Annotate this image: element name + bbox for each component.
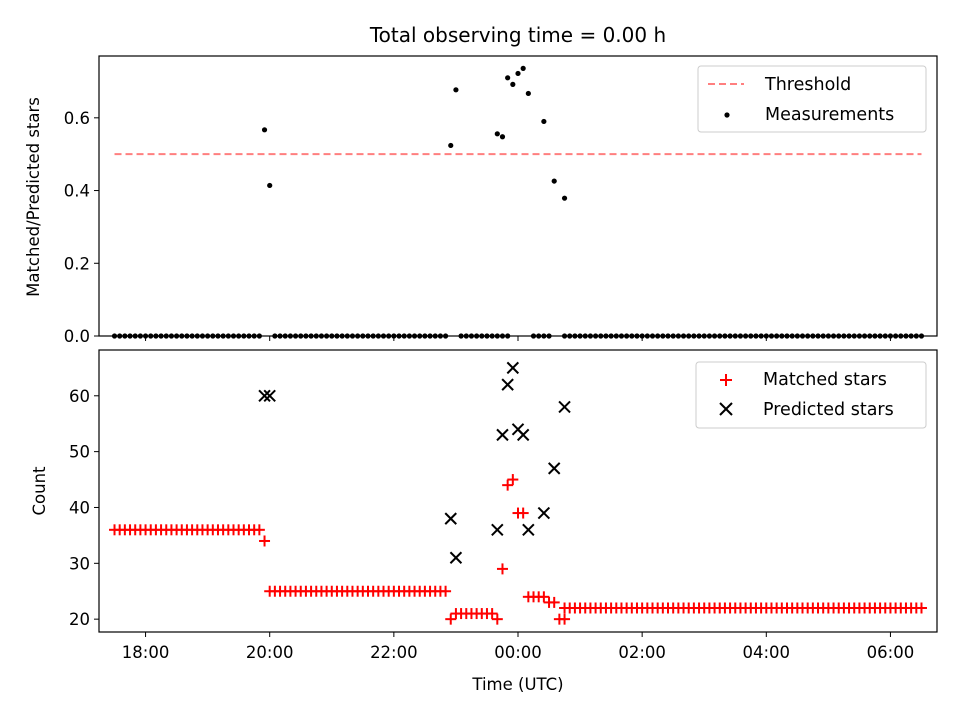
bottom-panel: 20 30 40 50 60 18:00 20:00 22:00 00:00 02:00 04:0… [30,349,938,694]
top-legend-box [697,65,927,133]
matched-star-point [445,613,457,625]
bottom-legend: Matched stars Predicted stars [695,361,927,429]
measurement-point [499,134,506,140]
predicted-star-point [263,389,276,402]
measurement-point [505,75,511,81]
measurement-point [510,81,516,87]
x-tick-label: 04:00 [743,643,791,662]
top-y-tick-label: 0.0 [64,327,90,346]
measurement-point [453,87,459,93]
x-tick-label: 00:00 [494,643,542,662]
top-y-axis: 0.0 0.2 0.4 0.6 [64,109,99,346]
matched-star-point [253,524,265,536]
predicted-star-point [444,512,457,525]
matched-star-point [491,613,503,625]
measurement-point [541,118,547,125]
top-legend: Threshold Measurements [697,65,927,133]
bottom-marks [109,361,927,625]
matched-legend-label: Matched stars [763,370,887,390]
bottom-y-tick-label: 30 [69,554,90,573]
predicted-legend-label: Predicted stars [763,400,894,420]
matched-star-point [507,474,519,486]
top-x-ticks [145,336,891,341]
bottom-y-axis-label: Count [30,466,49,516]
bottom-y-axis: 20 30 40 50 60 [69,387,99,629]
predicted-star-point [516,428,530,442]
x-tick-label: 06:00 [867,643,915,662]
matched-star-point [259,535,271,547]
measurement-point [525,90,531,97]
matched-star-point [522,591,534,603]
x-axis-label: Time (UTC) [471,675,563,694]
top-y-tick-label: 0.6 [64,109,90,128]
measurement-point [448,142,454,149]
bottom-y-tick-label: 60 [69,387,90,406]
predicted-star-point [548,462,561,475]
measurement-point [267,182,273,189]
matched-star-point [915,602,927,614]
bottom-legend-box [695,361,927,429]
top-y-tick-label: 0.2 [64,254,90,273]
matched-star-point [548,596,560,608]
matched-star-point [440,585,452,597]
predicted-star-point [537,506,551,520]
measurement-point [561,195,568,201]
x-tick-label: 18:00 [122,643,170,662]
top-y-tick-label: 0.4 [64,182,90,201]
predicted-star-point [501,378,514,391]
measurement-point [515,70,521,77]
x-tick-label: 20:00 [246,643,294,662]
measurements-legend-swatch [724,112,730,118]
matched-star-point [486,608,498,620]
top-y-axis-label: Matched/Predicted stars [24,97,43,297]
matched-star-point [502,479,514,491]
measurement-point [494,131,500,137]
matched-star-point [538,591,550,603]
measurement-point [551,178,557,184]
measurements-legend-label: Measurements [765,105,894,125]
predicted-star-point [258,389,271,402]
x-tick-label: 02:00 [618,643,666,662]
bottom-y-tick-label: 20 [69,610,90,629]
matched-star-point [517,507,529,519]
matched-star-point [559,613,571,625]
top-panel: Total observing time = 0.00 h 0.00.20.40… [24,23,938,346]
chart-title: Total observing time = 0.00 h [369,23,666,47]
predicted-legend-swatch [719,402,733,416]
x-tick-label: 22:00 [370,643,418,662]
measurement-point [261,127,268,133]
predicted-star-point [506,361,520,375]
predicted-star-point [522,523,535,537]
matched-legend-swatch [720,374,732,386]
predicted-star-point [491,523,504,537]
measurement-point [520,65,526,71]
predicted-star-point [496,428,509,442]
matched-star-point [496,563,508,575]
bottom-x-axis: 18:00 20:00 22:00 00:00 02:00 04:00 06:00 [122,632,914,662]
predicted-star-point [449,551,463,564]
threshold-legend-label: Threshold [764,75,851,95]
bottom-y-tick-label: 50 [69,443,90,462]
predicted-star-point [558,400,571,414]
bottom-y-tick-label: 40 [69,498,90,517]
